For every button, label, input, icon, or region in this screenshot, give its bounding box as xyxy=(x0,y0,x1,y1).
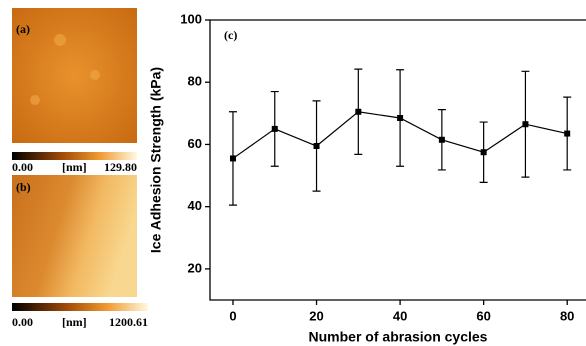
y-tick-label: 60 xyxy=(188,136,202,151)
y-axis-label: Ice Adhesion Strength (kPa) xyxy=(148,67,164,253)
data-point xyxy=(314,143,320,149)
panel-label: (b) xyxy=(16,180,31,194)
x-tick-label: 60 xyxy=(476,308,490,323)
scale-max: 1200.61 xyxy=(109,315,148,329)
afm-image xyxy=(12,175,137,297)
y-tick-label: 80 xyxy=(188,74,202,89)
colorbar xyxy=(12,303,148,311)
texture xyxy=(54,34,66,46)
panel-label: (c) xyxy=(224,28,237,42)
data-point xyxy=(272,126,278,132)
data-point xyxy=(355,109,361,115)
scale-min: 0.00 xyxy=(12,160,33,174)
x-axis-label: Number of abrasion cycles xyxy=(309,329,488,345)
page: (a) 0.00 [nm] 129.80 (b) 0.00 [nm] 1200.… xyxy=(0,0,586,346)
data-point xyxy=(564,131,570,137)
x-tick-label: 40 xyxy=(393,308,407,323)
afm-image xyxy=(12,8,137,143)
x-tick-label: 0 xyxy=(229,308,236,323)
y-tick-label: 40 xyxy=(188,198,202,213)
afm-panel-a: (a) 0.00 [nm] 129.80 xyxy=(12,8,137,174)
scale-min: 0.00 xyxy=(12,315,33,329)
x-tick-label: 20 xyxy=(309,308,323,323)
scale-unit: [nm] xyxy=(62,160,87,174)
afm-panel-b: (b) 0.00 [nm] 1200.61 xyxy=(12,175,148,329)
data-point xyxy=(230,155,236,161)
x-tick-label: 80 xyxy=(560,308,574,323)
scale-unit: [nm] xyxy=(62,315,87,329)
texture xyxy=(90,70,100,80)
y-tick-label: 20 xyxy=(188,260,202,275)
data-point xyxy=(481,149,487,155)
data-point xyxy=(439,137,445,143)
axis-frame xyxy=(210,20,586,300)
panel-label: (a) xyxy=(16,22,30,36)
data-point xyxy=(522,121,528,127)
texture xyxy=(30,95,40,105)
data-point xyxy=(397,115,403,121)
scale-max: 129.80 xyxy=(104,160,137,174)
y-tick-label: 100 xyxy=(180,11,202,26)
chart: 20 40 60 80 100 0 20 40 60 80 Number of abrasion c… xyxy=(148,11,586,344)
figure: (a) 0.00 [nm] 129.80 (b) 0.00 [nm] 1200.… xyxy=(0,0,586,346)
